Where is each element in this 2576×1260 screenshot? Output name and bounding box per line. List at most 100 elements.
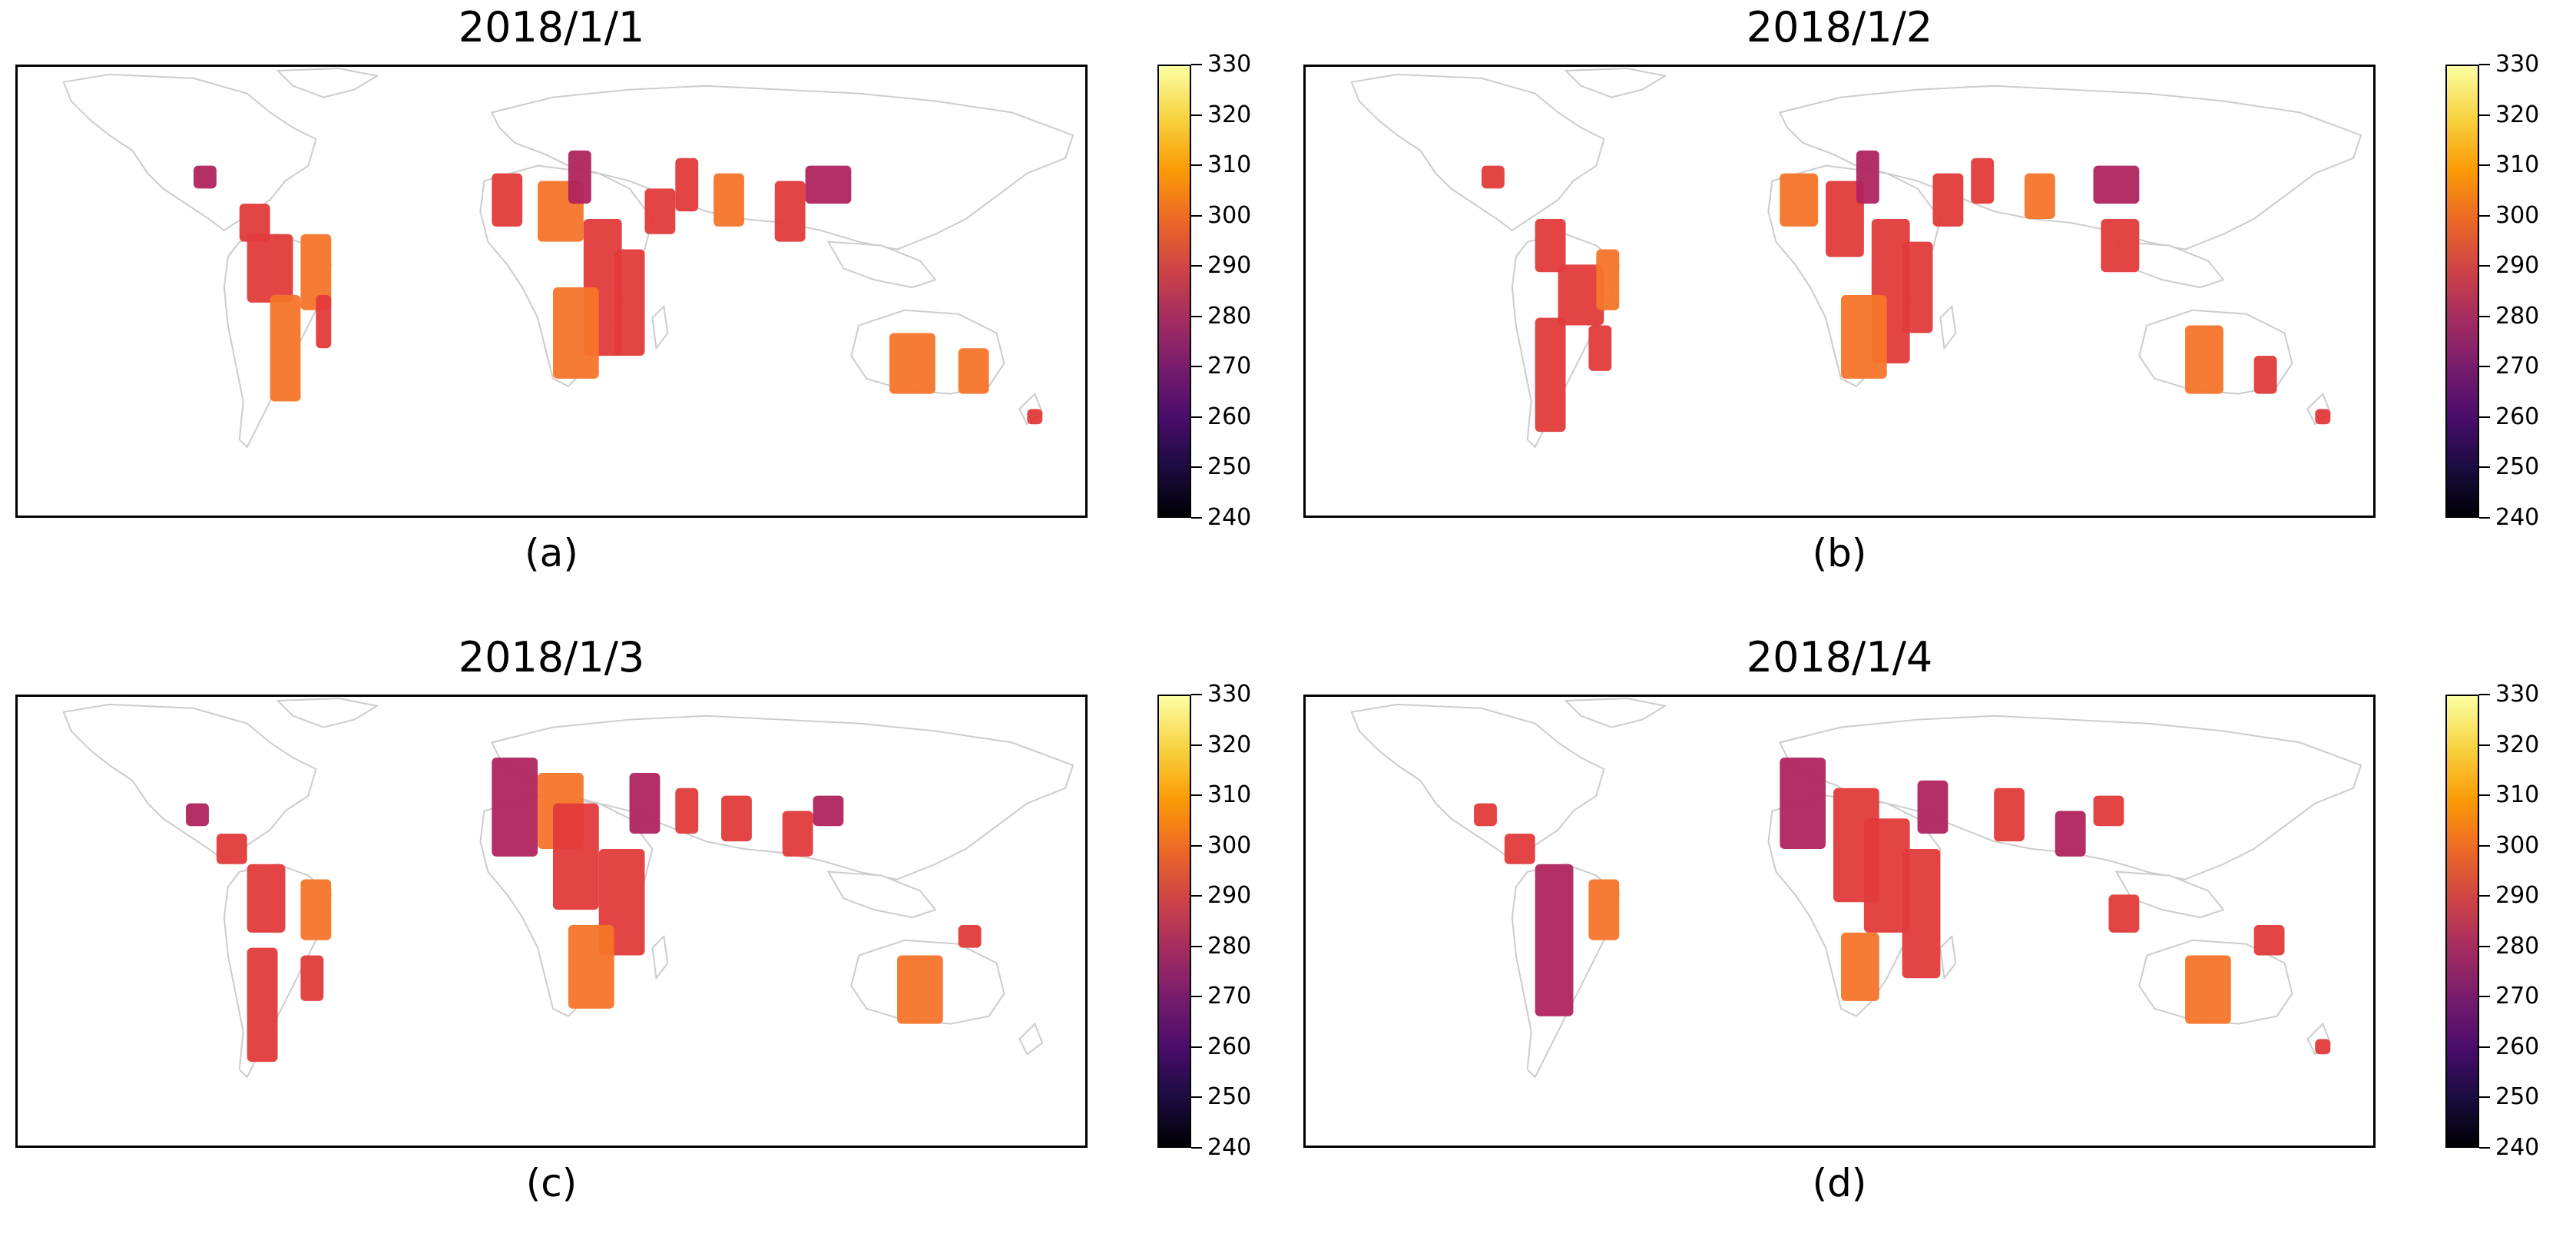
- colorbar-tick-label: 330: [1207, 681, 1252, 708]
- temperature-data-patch: [1856, 150, 1879, 204]
- colorbar-tick-mark: [1191, 844, 1202, 847]
- temperature-data-patch: [300, 879, 332, 940]
- temperature-data-patch: [247, 947, 278, 1063]
- colorbar-tick-mark: [2479, 466, 2490, 469]
- colorbar-tick-mark: [2479, 114, 2490, 116]
- colorbar-tick-mark: [1191, 265, 1202, 267]
- temperature-data-patch: [774, 181, 806, 242]
- colorbar-tick-label: 290: [2495, 252, 2540, 280]
- colorbar-tick-mark: [1191, 895, 1202, 897]
- colorbar-tick-mark: [2479, 416, 2490, 418]
- land-outline: [1350, 73, 1605, 232]
- colorbar-tick-label: 260: [2495, 403, 2540, 430]
- colorbar-tick-mark: [2479, 265, 2490, 267]
- colorbar-tick-label: 300: [2495, 201, 2540, 229]
- temperature-data-patch: [1840, 932, 1879, 1001]
- land-outline: [1939, 304, 1957, 350]
- panel-title: 2018/1/4: [1746, 633, 1933, 681]
- world-map: [1303, 695, 2376, 1148]
- temperature-data-patch: [2108, 894, 2140, 933]
- temperature-data-patch: [316, 294, 332, 349]
- temperature-data-patch: [1535, 317, 1566, 433]
- temperature-data-patch: [1474, 803, 1497, 827]
- temperature-data-patch: [1840, 294, 1887, 379]
- temperature-data-patch: [568, 924, 614, 1009]
- panel-label: (d): [1812, 1161, 1867, 1205]
- temperature-data-patch: [300, 955, 324, 1001]
- map-panel-a: 2018/1/1 330 320 310 300 290 280 270 260 250 240 …: [0, 0, 1288, 630]
- colorbar-tick-label: 290: [1207, 252, 1252, 280]
- colorbar-tick-mark: [2479, 315, 2490, 317]
- land-outline: [1939, 934, 1957, 980]
- temperature-data-patch: [782, 811, 813, 857]
- temperature-data-patch: [552, 287, 599, 379]
- land-outline: [1350, 703, 1605, 862]
- temperature-data-patch: [2315, 409, 2331, 425]
- land-outline: [1564, 697, 1667, 728]
- land-outline: [826, 870, 937, 919]
- temperature-data-patch: [552, 803, 599, 910]
- colorbar-tick-label: 240: [2495, 1134, 2540, 1161]
- temperature-data-patch: [247, 864, 286, 933]
- colorbar-tick-mark: [1191, 945, 1202, 947]
- temperature-data-patch: [897, 955, 943, 1024]
- colorbar: [2445, 65, 2479, 518]
- temperature-data-patch: [1826, 181, 1864, 257]
- colorbar-tick-mark: [1191, 366, 1202, 368]
- world-map: [15, 695, 1088, 1148]
- colorbar-tick-mark: [1191, 1147, 1202, 1149]
- temperature-data-patch: [714, 173, 744, 227]
- temperature-data-patch: [958, 924, 982, 948]
- colorbar-tick-label: 320: [1207, 101, 1252, 128]
- colorbar-tick-label: 240: [1207, 1134, 1252, 1161]
- colorbar-tick-mark: [1191, 164, 1202, 167]
- colorbar-tick-mark: [2479, 164, 2490, 167]
- temperature-data-patch: [568, 150, 591, 204]
- temperature-data-patch: [721, 795, 752, 842]
- temperature-data-patch: [2093, 795, 2124, 827]
- colorbar-tick-mark: [1191, 744, 1202, 746]
- temperature-data-patch: [805, 165, 852, 204]
- temperature-data-patch: [1504, 834, 1535, 864]
- colorbar-tick-mark: [1191, 214, 1202, 217]
- colorbar-tick-mark: [2479, 64, 2490, 65]
- land-outline: [62, 73, 317, 232]
- temperature-data-patch: [1994, 788, 2025, 842]
- land-outline: [1564, 67, 1667, 98]
- colorbar-tick-label: 300: [1207, 201, 1252, 229]
- colorbar-tick-label: 330: [2495, 681, 2540, 708]
- temperature-data-patch: [300, 234, 332, 310]
- temperature-data-patch: [1780, 173, 1819, 227]
- temperature-data-patch: [1027, 409, 1043, 425]
- colorbar-tick-mark: [1191, 517, 1202, 519]
- temperature-data-patch: [492, 758, 538, 857]
- colorbar-tick-label: 330: [2495, 51, 2540, 78]
- colorbar-tick-mark: [2479, 517, 2490, 519]
- temperature-data-patch: [2185, 325, 2223, 394]
- colorbar-tick-mark: [1191, 114, 1202, 116]
- land-outline: [62, 703, 317, 862]
- colorbar-tick-label: 310: [2495, 151, 2540, 179]
- colorbar-tick-label: 270: [1207, 983, 1252, 1010]
- temperature-data-patch: [1535, 218, 1566, 273]
- temperature-data-patch: [2093, 165, 2140, 204]
- colorbar-tick-label: 320: [2495, 101, 2540, 128]
- colorbar-tick-mark: [2479, 694, 2490, 695]
- colorbar-tick-label: 270: [2495, 353, 2540, 380]
- colorbar-tick-mark: [2479, 214, 2490, 217]
- land-outline: [276, 697, 379, 728]
- temperature-data-patch: [247, 234, 293, 303]
- colorbar-tick-label: 260: [1207, 403, 1252, 430]
- temperature-data-patch: [270, 294, 301, 402]
- colorbar-tick-mark: [2479, 996, 2490, 998]
- colorbar-tick-mark: [2479, 945, 2490, 947]
- temperature-data-patch: [186, 803, 209, 827]
- land-outline: [651, 934, 669, 980]
- map-panel-b: 2018/1/2 330 320 310 300 290 280 270 260 250 240 …: [1288, 0, 2576, 630]
- map-panel-d: 2018/1/4 330 320 310 300 290 280 270 260 250 240 …: [1288, 630, 2576, 1260]
- colorbar-tick-mark: [2479, 895, 2490, 897]
- temperature-data-patch: [1902, 848, 1941, 979]
- colorbar-tick-label: 250: [1207, 1083, 1252, 1111]
- temperature-data-patch: [675, 788, 699, 834]
- colorbar-tick-label: 280: [1207, 932, 1252, 960]
